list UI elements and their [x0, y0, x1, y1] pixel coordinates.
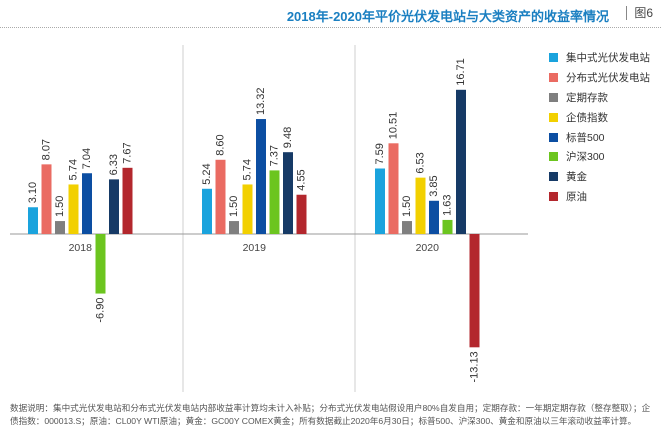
legend-label: 黄金	[566, 171, 587, 184]
legend-label: 集中式光伏发电站	[566, 52, 650, 65]
bar	[269, 170, 280, 234]
bar	[442, 219, 453, 234]
bar	[202, 188, 212, 234]
legend-label: 标普500	[566, 131, 605, 144]
data-label: 5.74	[68, 159, 80, 180]
data-label: 13.32	[255, 88, 267, 116]
data-label: 8.07	[41, 139, 53, 160]
legend-swatch	[549, 92, 558, 102]
footnote: 数据说明：集中式光伏发电站和分布式光伏发电站内部收益率计算均未计入补贴；分布式光…	[10, 403, 651, 426]
legend-item: 定期存款	[549, 88, 650, 108]
data-label: 10.51	[388, 112, 400, 140]
data-label: 7.67	[122, 142, 134, 163]
bar	[296, 194, 307, 234]
legend-label: 分布式光伏发电站	[566, 72, 650, 85]
bar	[242, 184, 253, 234]
data-label: 1.50	[228, 196, 240, 217]
bar	[388, 143, 399, 234]
bar	[429, 200, 439, 234]
bar	[256, 119, 266, 234]
x-tick-label: 2020	[416, 242, 440, 254]
legend-label: 定期存款	[566, 91, 608, 104]
legend-swatch	[549, 152, 558, 162]
data-label: 1.50	[54, 196, 66, 217]
bar	[68, 184, 79, 234]
bar	[122, 167, 133, 234]
data-label: 5.74	[242, 159, 254, 180]
data-label: 6.33	[108, 154, 120, 175]
bar	[41, 164, 52, 234]
data-label: 7.04	[81, 148, 93, 169]
bar	[55, 221, 65, 234]
bar	[469, 234, 480, 348]
legend-swatch	[549, 112, 558, 122]
legend-item: 原油	[549, 187, 650, 207]
bar	[229, 221, 239, 234]
data-label: -6.90	[95, 298, 107, 323]
legend-item: 集中式光伏发电站	[549, 48, 650, 68]
legend-swatch	[549, 73, 558, 83]
data-label: 6.53	[415, 152, 427, 173]
x-tick-label: 2019	[243, 242, 267, 254]
data-label: 3.10	[27, 182, 39, 203]
data-label: 1.63	[442, 195, 454, 216]
bar	[215, 159, 226, 234]
title-divider	[0, 27, 661, 28]
legend-label: 企债指数	[566, 111, 608, 124]
data-label: 16.71	[455, 58, 467, 86]
bar	[375, 168, 385, 234]
chart-legend: 集中式光伏发电站 分布式光伏发电站 定期存款企债指数标普500 沪深300 黄金原油	[549, 48, 650, 206]
data-label: 8.60	[215, 134, 227, 155]
legend-item: 沪深300	[549, 147, 650, 167]
legend-item: 分布式光伏发电站	[549, 68, 650, 88]
data-label: -13.13	[469, 351, 481, 382]
chart-title: 2018年-2020年平价光伏发电站与大类资产的收益率情况	[286, 9, 609, 24]
legend-swatch	[549, 132, 558, 142]
data-label: 4.55	[296, 169, 308, 190]
data-label: 5.24	[201, 163, 213, 184]
x-tick-label: 2018	[69, 242, 93, 254]
bar	[402, 221, 412, 234]
data-label: 7.59	[374, 143, 386, 164]
data-label: 7.37	[269, 145, 281, 166]
bar	[95, 234, 106, 294]
legend-swatch	[549, 172, 558, 182]
data-label: 3.85	[428, 175, 440, 196]
data-label: 9.48	[282, 127, 294, 148]
legend-swatch	[549, 191, 558, 201]
bar	[415, 177, 426, 234]
legend-item: 企债指数	[549, 107, 650, 127]
legend-label: 原油	[566, 190, 587, 203]
bar	[82, 173, 92, 234]
legend-item: 黄金	[549, 167, 650, 187]
bar	[283, 152, 293, 234]
bar	[456, 89, 466, 235]
bar	[28, 207, 38, 234]
figure-label: 图6	[626, 6, 653, 20]
legend-swatch	[549, 53, 558, 63]
legend-label: 沪深300	[566, 151, 605, 164]
bar	[109, 179, 119, 234]
data-label: 1.50	[401, 196, 413, 217]
legend-item: 标普500	[549, 127, 650, 147]
